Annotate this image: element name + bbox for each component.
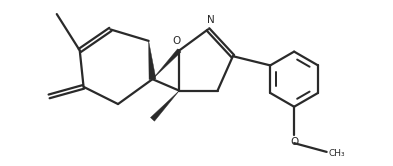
Polygon shape <box>151 91 179 121</box>
Polygon shape <box>152 49 181 79</box>
Text: O: O <box>290 137 298 147</box>
Text: CH₃: CH₃ <box>329 149 345 158</box>
Polygon shape <box>149 41 156 80</box>
Text: O: O <box>172 36 180 46</box>
Text: N: N <box>207 15 215 25</box>
